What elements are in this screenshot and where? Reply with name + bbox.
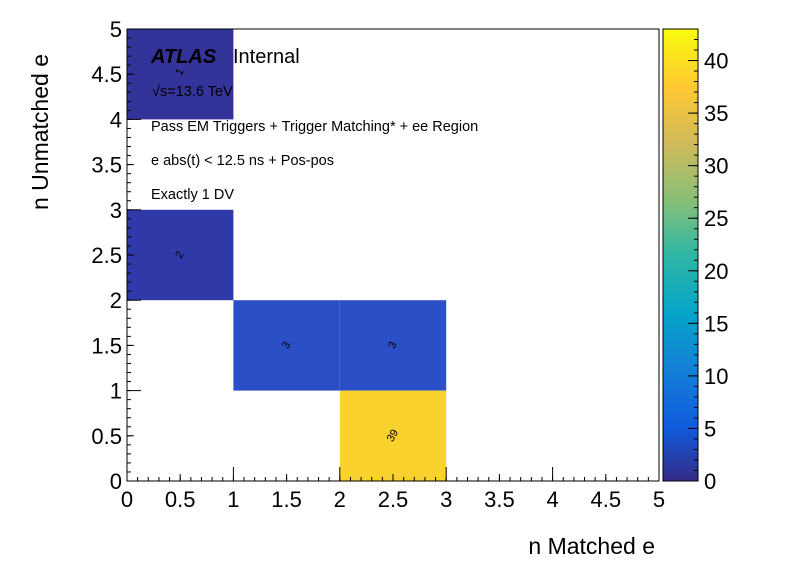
heatmap-cell-label: 2 <box>173 249 186 260</box>
x-tick-label: 1.5 <box>271 487 302 512</box>
heatmap-cell-label: 1 <box>173 67 186 78</box>
heatmap-cell <box>127 209 234 301</box>
x-tick-label: 5 <box>653 487 665 512</box>
selection-line-1: Pass EM Triggers + Trigger Matching* + e… <box>151 119 478 135</box>
color-bar-tick-label: 15 <box>704 311 728 336</box>
color-bar-tick-label: 35 <box>704 101 728 126</box>
selection-line-3: Exactly 1 DV <box>151 187 234 203</box>
energy-label: √s=13.6 TeV <box>152 84 233 100</box>
atlas-label: ATLAS <box>150 46 217 68</box>
internal-label: Internal <box>233 46 300 68</box>
x-tick-label: 3 <box>440 487 452 512</box>
y-tick-label: 1.5 <box>91 333 122 358</box>
heatmap-cells <box>127 29 447 481</box>
color-bar-tick-label: 10 <box>704 364 728 389</box>
y-tick-label: 1 <box>110 379 122 404</box>
color-bar-tick-label: 5 <box>704 416 716 441</box>
heatmap-cell <box>339 300 447 391</box>
heatmap-cell-labels: 1 2 3 3 39 <box>173 67 401 445</box>
x-tick-label: 3.5 <box>484 487 515 512</box>
y-tick-label: 2.5 <box>91 243 122 268</box>
heatmap-cell <box>339 390 447 481</box>
x-tick-label: 2 <box>334 487 346 512</box>
y-tick-label: 2 <box>110 288 122 313</box>
heatmap-cell-label: 39 <box>385 427 402 444</box>
heatmap-cell-label: 3 <box>280 340 293 351</box>
y-tick-label: 3 <box>110 198 122 223</box>
y-tick-label: 4.5 <box>91 62 122 87</box>
y-tick-label: 4 <box>110 107 122 132</box>
x-tick-label: 2.5 <box>378 487 409 512</box>
color-bar <box>662 28 699 482</box>
heatmap-cell-label: 3 <box>386 340 399 351</box>
color-bar-tick-label: 25 <box>704 206 728 231</box>
color-bar-tick-label: 20 <box>704 259 728 284</box>
x-tick-label: 0 <box>121 487 133 512</box>
y-tick-label: 3.5 <box>91 153 122 178</box>
color-bar-ticks: 0 5 10 15 20 25 30 35 40 <box>688 28 728 494</box>
y-tick-label: 5 <box>110 17 122 42</box>
heatmap-cell <box>127 29 234 120</box>
x-axis-ticks: 0 0.5 1 1.5 2 2.5 3 3.5 4 4.5 5 <box>121 467 665 512</box>
x-tick-label: 0.5 <box>165 487 196 512</box>
x-tick-label: 4 <box>546 487 558 512</box>
y-tick-label: 0.5 <box>91 424 122 449</box>
x-tick-label: 1 <box>227 487 239 512</box>
color-bar-tick-label: 0 <box>704 469 716 494</box>
y-tick-label: 0 <box>110 469 122 494</box>
y-axis-ticks: 0 0.5 1 1.5 2 2.5 3 3.5 4 4.5 5 <box>91 17 141 494</box>
x-tick-label: 4.5 <box>591 487 622 512</box>
x-axis-title: n Matched e <box>528 533 655 559</box>
y-axis-title: n Unmatched e <box>27 54 53 210</box>
selection-line-2: e abs(t) < 12.5 ns + Pos-pos <box>151 153 334 169</box>
color-bar-tick-label: 30 <box>704 154 728 179</box>
color-bar-tick-label: 40 <box>704 49 728 74</box>
heatmap-cell <box>233 300 340 391</box>
